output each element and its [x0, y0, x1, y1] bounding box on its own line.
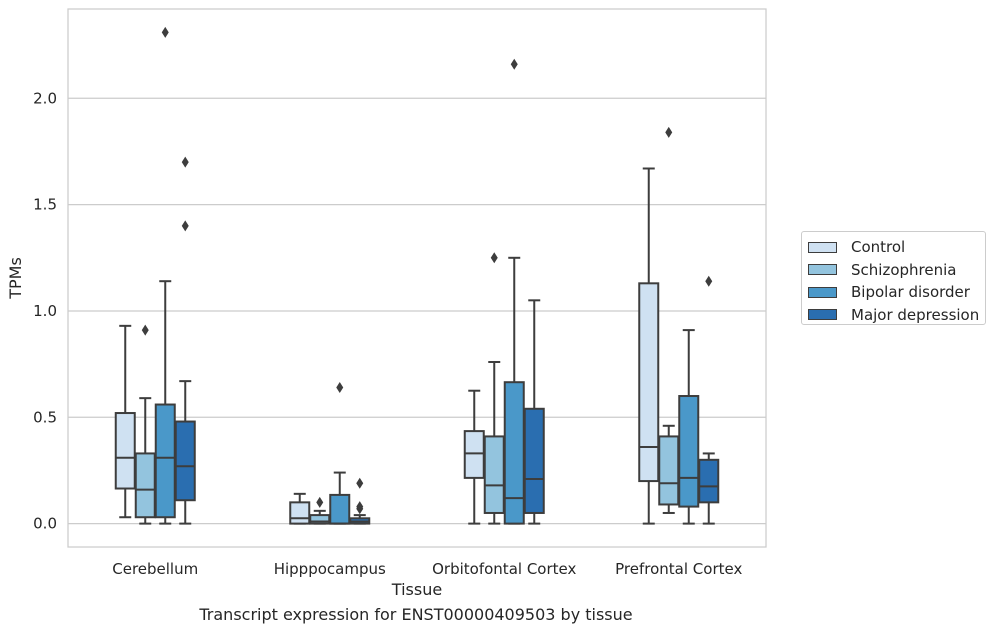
legend: Control Schizophrenia Bipolar disorder M… — [801, 231, 986, 325]
box-2-2 — [503, 58, 525, 525]
legend-item-bipolar-disorder: Bipolar disorder — [808, 281, 985, 304]
box-iqr — [483, 435, 505, 514]
box-iqr — [658, 435, 680, 506]
x-tick-label: Prefrontal Cortex — [615, 560, 742, 578]
box-1-2 — [329, 382, 351, 525]
y-tick-label: 1.0 — [33, 302, 57, 320]
box-1-3 — [349, 477, 371, 525]
y-tick-label: 0.5 — [33, 408, 57, 426]
legend-swatch-schizophrenia — [808, 264, 837, 276]
box-iqr — [134, 452, 156, 519]
y-axis-label: TPMs — [6, 257, 25, 300]
x-tick-label: Orbitofontal Cortex — [432, 560, 576, 578]
box-3-2 — [678, 329, 700, 525]
x-axis-label: Tissue — [391, 580, 442, 599]
legend-swatch-bipolar-disorder — [808, 286, 837, 298]
box-2-0 — [463, 389, 485, 525]
legend-swatch-control — [808, 241, 837, 253]
legend-label-schizophrenia: Schizophrenia — [851, 260, 957, 279]
box-1-1 — [309, 496, 331, 525]
outlier-marker — [181, 220, 189, 232]
box-iqr — [114, 412, 136, 490]
plot-frame — [67, 8, 767, 548]
outlier-marker — [490, 252, 498, 264]
box-3-1 — [658, 126, 680, 514]
legend-item-control: Control — [808, 236, 985, 259]
box-2-3 — [523, 299, 545, 525]
outlier-marker — [161, 26, 169, 38]
legend-swatch-major-depression — [808, 309, 837, 321]
box-0-2 — [154, 26, 176, 525]
outlier-marker — [141, 324, 149, 336]
x-axis-ticks: Cerebellum Hipppocampus Orbitofontal Corte… — [112, 560, 742, 578]
outlier-marker — [705, 275, 713, 287]
box-3-3 — [698, 275, 720, 525]
box-3-0 — [638, 167, 660, 525]
legend-item-schizophrenia: Schizophrenia — [808, 259, 985, 282]
outlier-marker — [356, 477, 364, 489]
box-1-0 — [289, 492, 311, 525]
y-tick-label: 0.0 — [33, 515, 57, 533]
box-iqr — [463, 430, 485, 479]
box-iqr — [503, 381, 525, 525]
box-iqr — [638, 282, 660, 483]
box-0-3 — [174, 156, 196, 525]
legend-label-bipolar-disorder: Bipolar disorder — [851, 283, 970, 302]
box-iqr — [523, 407, 545, 514]
boxes-layer — [114, 26, 720, 525]
chart-caption: Transcript expression for ENST0000040950… — [199, 605, 633, 624]
x-tick-label: Hipppocampus — [274, 560, 386, 578]
box-0-0 — [114, 324, 136, 519]
legend-label-control: Control — [851, 238, 906, 257]
box-iqr — [289, 501, 311, 525]
outlier-marker — [316, 496, 324, 508]
box-iqr — [678, 395, 700, 508]
legend-item-major-depression: Major depression — [808, 304, 985, 327]
box-iqr — [154, 403, 176, 519]
x-tick-label: Cerebellum — [112, 560, 198, 578]
outlier-marker — [181, 156, 189, 168]
outlier-marker — [510, 58, 518, 70]
outlier-marker — [336, 382, 344, 394]
box-iqr — [698, 458, 720, 504]
legend-label-major-depression: Major depression — [851, 305, 980, 324]
y-tick-label: 1.5 — [33, 196, 57, 214]
y-tick-label: 2.0 — [33, 89, 57, 107]
y-axis-ticks: 0.0 0.5 1.0 1.5 2.0 — [33, 89, 57, 532]
outlier-marker — [356, 501, 364, 513]
box-iqr — [174, 420, 196, 502]
outlier-marker — [665, 126, 673, 138]
box-iqr — [329, 493, 351, 525]
